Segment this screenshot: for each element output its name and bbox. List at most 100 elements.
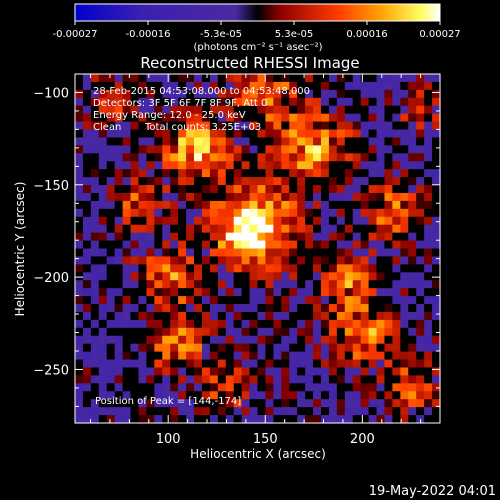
heatmap-cell <box>313 169 322 178</box>
heatmap-cell <box>241 129 251 139</box>
heatmap-cell <box>130 407 140 416</box>
heatmap-cell <box>194 97 203 107</box>
heatmap-cell <box>138 319 148 329</box>
heatmap-cell <box>106 240 116 250</box>
heatmap-cell <box>273 256 282 265</box>
heatmap-cell <box>98 169 108 178</box>
heatmap-cell <box>368 153 378 162</box>
heatmap-cell <box>352 97 362 107</box>
heatmap-cell <box>320 367 330 377</box>
heatmap-cell <box>249 319 259 329</box>
heatmap-cell <box>186 359 195 369</box>
heatmap-cell <box>328 74 338 83</box>
heatmap-cell <box>360 399 370 408</box>
heatmap-cell <box>408 415 417 424</box>
heatmap-cell <box>90 280 100 289</box>
heatmap-cell <box>392 351 401 361</box>
heatmap-cell <box>233 208 243 218</box>
heatmap-cell <box>217 296 227 305</box>
heatmap-cell <box>186 105 195 115</box>
heatmap-cell <box>289 192 298 202</box>
heatmap-cell <box>82 343 92 353</box>
heatmap-cell <box>178 208 187 218</box>
heatmap-cell <box>320 192 330 202</box>
heatmap-cell <box>154 153 163 162</box>
heatmap-cell <box>209 383 219 392</box>
heatmap-cell <box>82 113 92 123</box>
heatmap-cell <box>209 319 219 329</box>
heatmap-cell <box>352 280 362 289</box>
heatmap-cell <box>344 296 354 305</box>
heatmap-cell <box>241 137 251 146</box>
heatmap-cell <box>376 81 386 91</box>
heatmap-cell <box>114 335 124 345</box>
heatmap-cell <box>106 288 116 297</box>
heatmap-cell <box>138 129 148 139</box>
heatmap-cell <box>273 359 282 369</box>
heatmap-cell <box>328 185 338 194</box>
heatmap-cell <box>289 105 298 115</box>
heatmap-cell <box>146 137 155 146</box>
heatmap-cell <box>138 81 148 91</box>
heatmap-cell <box>384 280 393 289</box>
heatmap-cell <box>82 319 92 329</box>
heatmap-cell <box>241 113 251 123</box>
heatmap-cell <box>281 224 290 234</box>
heatmap-cell <box>90 256 100 265</box>
heatmap-cell <box>122 145 132 154</box>
heatmap-cell <box>408 240 417 250</box>
heatmap-cell <box>305 248 314 258</box>
heatmap-cell <box>82 272 92 281</box>
heatmap-cell <box>194 351 203 361</box>
heatmap-cell <box>400 169 409 178</box>
heatmap-cell <box>178 375 187 384</box>
heatmap-cell <box>408 81 417 91</box>
heatmap-cell <box>130 367 140 377</box>
heatmap-cell <box>106 327 116 337</box>
heatmap-cell <box>130 208 140 218</box>
heatmap-cell <box>273 200 282 210</box>
heatmap-cell <box>186 367 195 377</box>
heatmap-cell <box>313 296 322 305</box>
heatmap-cell <box>130 296 140 305</box>
heatmap-cell <box>241 121 251 131</box>
heatmap-cell <box>146 121 155 131</box>
heatmap-cell <box>90 359 100 369</box>
heatmap-cell <box>154 415 163 424</box>
heatmap-cell <box>209 208 219 218</box>
heatmap-cell <box>154 129 163 139</box>
heatmap-cell <box>201 272 211 281</box>
heatmap-cell <box>130 240 140 250</box>
heatmap-cell <box>225 113 235 123</box>
heatmap-cell <box>217 280 227 289</box>
heatmap-cell <box>400 415 409 424</box>
heatmap-cell <box>344 153 354 162</box>
heatmap-cell <box>424 81 433 91</box>
heatmap-cell <box>249 288 259 297</box>
heatmap-cell <box>297 256 306 265</box>
heatmap-cell <box>170 161 179 170</box>
heatmap-cell <box>305 105 314 115</box>
heatmap-cell <box>400 248 409 258</box>
heatmap-cell <box>305 304 314 313</box>
heatmap-cell <box>305 319 314 329</box>
heatmap-cell <box>225 216 235 226</box>
heatmap-cell <box>400 367 409 377</box>
heatmap-cell <box>186 137 195 146</box>
colorbar-tick-label: 0.00027 <box>419 29 460 40</box>
heatmap-cell <box>384 351 393 361</box>
heatmap-cell <box>265 74 274 83</box>
heatmap-cell <box>313 383 322 392</box>
heatmap-cell <box>178 415 187 424</box>
heatmap-cell <box>241 232 251 242</box>
heatmap-cell <box>162 232 171 242</box>
heatmap-cell <box>297 304 306 313</box>
heatmap-cell <box>75 407 84 416</box>
heatmap-cell <box>376 264 386 273</box>
heatmap-cell <box>233 296 243 305</box>
heatmap-cell <box>209 121 219 131</box>
heatmap-cell <box>424 407 433 416</box>
heatmap-cell <box>336 224 346 234</box>
heatmap-cell <box>209 304 219 313</box>
heatmap-cell <box>178 272 187 281</box>
